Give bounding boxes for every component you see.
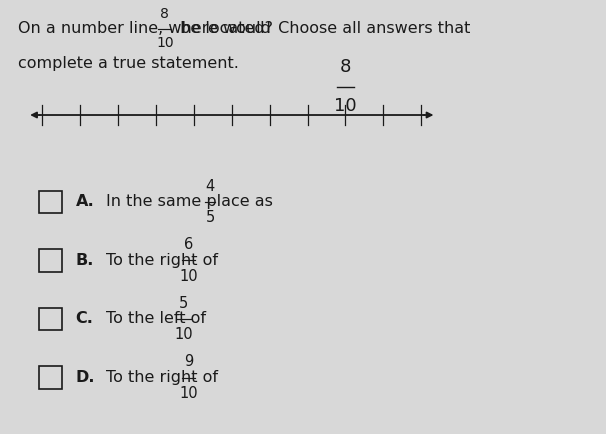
Text: On a number line, where would: On a number line, where would (18, 21, 276, 36)
Text: be located? Choose all answers that: be located? Choose all answers that (175, 21, 470, 36)
Text: C.: C. (76, 312, 93, 326)
Text: 5: 5 (205, 210, 215, 225)
Bar (39, 191, 62, 213)
Text: 10: 10 (179, 269, 198, 284)
Text: In the same place as: In the same place as (106, 194, 278, 209)
Text: complete a true statement.: complete a true statement. (18, 56, 239, 71)
Text: 8: 8 (340, 59, 351, 76)
Text: To the left of: To the left of (106, 312, 211, 326)
Text: 10: 10 (175, 327, 193, 342)
Text: 10: 10 (156, 36, 174, 50)
Text: To the right of: To the right of (106, 253, 223, 268)
Text: 4: 4 (205, 178, 215, 194)
Text: 5: 5 (179, 296, 188, 311)
Bar (39, 249, 62, 272)
Text: To the right of: To the right of (106, 370, 223, 385)
Text: 10: 10 (334, 97, 357, 115)
Text: A.: A. (76, 194, 95, 209)
Text: 6: 6 (184, 237, 193, 252)
Text: 10: 10 (179, 386, 198, 401)
Bar (39, 366, 62, 389)
Text: 9: 9 (184, 354, 193, 369)
Bar (39, 308, 62, 330)
Text: 8: 8 (161, 7, 169, 21)
Text: D.: D. (76, 370, 95, 385)
Text: B.: B. (76, 253, 94, 268)
